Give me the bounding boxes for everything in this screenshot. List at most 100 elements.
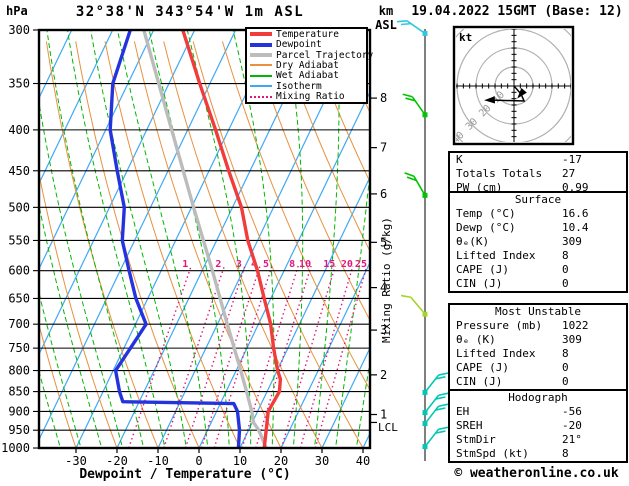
legend-swatch — [250, 42, 272, 47]
temp-tick-label: 20 — [274, 454, 288, 468]
row-label: CAPE (J) — [456, 361, 509, 374]
legend-label: Parcel Trajectory — [276, 49, 374, 61]
table-row: Pressure (mb) 1022 — [450, 319, 626, 333]
pressure-tick-label: 400 — [8, 123, 30, 137]
pressure-tick-labels: 300 350 400 450 500 550 600 650 700 750 800 850 900 9… — [1, 23, 30, 455]
row-label: K — [456, 153, 463, 166]
row-label: θₑ (K) — [456, 333, 496, 346]
row-label: EH — [456, 405, 470, 418]
mixing-ratio-line-label: 3 — [236, 259, 242, 270]
station-title: 32°38'N 343°54'W 1m ASL — [75, 4, 305, 20]
pressure-tick-label: 950 — [8, 423, 30, 437]
legend-label: Wet Adiabat — [276, 70, 339, 82]
row-label: StmDir — [456, 433, 496, 446]
table-row: Lifted Index 8 — [450, 347, 626, 361]
legend-label: Dry Adiabat — [276, 60, 339, 71]
pressure-axis-unit: hPa — [6, 4, 28, 18]
km-tick-label: 7 — [380, 141, 387, 155]
row-value: 10.4 — [562, 221, 589, 234]
row-label: CIN (J) — [456, 375, 503, 388]
legend-swatch — [250, 64, 272, 67]
pressure-tick-label: 650 — [8, 291, 30, 305]
temp-tick-label: -10 — [147, 454, 169, 468]
most-unstable-panel: Most Unstable Pressure (mb) 1022 θₑ (K) … — [448, 303, 628, 391]
pressure-tick-label: 450 — [8, 164, 30, 178]
stability-indices-panel: K -17 Totals Totals 27 PW (cm) 0.99 — [448, 151, 628, 197]
temp-tick-label: -30 — [65, 454, 87, 468]
row-value: 0 — [562, 361, 569, 374]
table-row: EH -56 — [450, 405, 626, 419]
row-label: θₑ(K) — [456, 235, 490, 248]
row-label: CIN (J) — [456, 277, 503, 290]
surface-panel: Surface Temp (°C) 16.6 Dewp (°C) 10.4 θₑ… — [448, 191, 628, 293]
row-value: 1022 — [562, 319, 589, 332]
row-value: 8 — [562, 447, 569, 460]
km-tick-label: 5 — [380, 235, 387, 249]
pressure-tick-label: 1000 — [1, 441, 30, 455]
km-tick-label: 8 — [380, 91, 387, 105]
table-row: Temp (°C) 16.6 — [450, 207, 626, 221]
row-value: 8 — [562, 249, 569, 262]
hodograph-rows: EH -56 SREH -20 StmDir 21° StmSpd (kt) 8 — [450, 405, 626, 461]
surface-rows: Temp (°C) 16.6 Dewp (°C) 10.4 θₑ(K) 309 … — [450, 207, 626, 291]
temp-tick-label: 10 — [233, 454, 247, 468]
wind-barbs — [396, 20, 449, 461]
legend-label: Temperature — [276, 28, 339, 40]
row-value: 8 — [562, 347, 569, 360]
temp-tick-labels: -30 -20 -10 0 10 20 30 40 — [65, 448, 370, 468]
table-row: CAPE (J) 0 — [450, 361, 626, 375]
legend-label: Mixing Ratio — [276, 91, 345, 103]
row-label: Totals Totals — [456, 167, 543, 180]
row-label: Lifted Index — [456, 249, 536, 262]
row-label: Lifted Index — [456, 347, 536, 360]
table-row: StmDir 21° — [450, 433, 626, 447]
mixing-ratio-axis-label: Mixing Ratio (g/kg) — [380, 217, 393, 343]
row-label: Pressure (mb) — [456, 319, 543, 332]
asl-label: ASL — [375, 18, 397, 32]
row-value: -56 — [562, 405, 582, 418]
row-value: 309 — [562, 333, 582, 346]
parcel-trace — [142, 31, 268, 447]
x-axis-title: Dewpoint / Temperature (°C) — [79, 467, 291, 482]
legend-swatch — [250, 85, 272, 88]
mixing-ratio-line-label: 25 — [355, 259, 367, 270]
pressure-tick-label: 850 — [8, 385, 30, 399]
row-label: Temp (°C) — [456, 207, 516, 220]
pressure-tick-label: 350 — [8, 77, 30, 91]
legend-item: Dry Adiabat — [247, 60, 366, 71]
pressure-tick-label: 900 — [8, 404, 30, 418]
legend-swatch — [250, 74, 272, 77]
table-row: PW (cm) 0.99 — [450, 181, 626, 195]
mixing-ratio-line-label: 15 — [323, 259, 335, 270]
plot-frame — [37, 28, 372, 450]
legend-item: Isotherm — [247, 81, 366, 92]
table-row: Lifted Index 8 — [450, 249, 626, 263]
panel-title: Surface — [514, 193, 562, 206]
dewpoint-trace — [108, 31, 242, 447]
copyright: © weatheronline.co.uk — [454, 466, 619, 481]
temp-tick-label: -20 — [106, 454, 128, 468]
row-value: -20 — [562, 419, 582, 432]
table-row: K -17 — [450, 153, 626, 167]
km-tick-label: 2 — [380, 368, 387, 382]
panel-title: Most Unstable — [494, 305, 582, 318]
temp-tick-label: 0 — [195, 454, 202, 468]
row-value: 0 — [562, 375, 569, 388]
hodograph-stats-panel: Hodograph EH -56 SREH -20 StmDir 21° — [448, 389, 628, 463]
row-label: Dewp (°C) — [456, 221, 516, 234]
row-value: 16.6 — [562, 207, 589, 220]
pressure-tick-label: 700 — [8, 317, 30, 331]
legend-item: Parcel Trajectory — [247, 50, 373, 61]
hodograph-arrow — [517, 87, 527, 99]
km-tick-labels: 1 2 3 4 5 6 7 8 — [370, 91, 387, 424]
pressure-tick-label: 800 — [8, 364, 30, 378]
legend-swatch — [250, 32, 272, 37]
pressure-tick-label: 300 — [8, 23, 30, 37]
row-value: 0 — [562, 263, 569, 276]
temp-tick-label: 40 — [356, 454, 370, 468]
mixing-ratio-line-label: 2 — [215, 259, 221, 270]
row-value: -17 — [562, 153, 582, 166]
row-value: 309 — [562, 235, 582, 248]
